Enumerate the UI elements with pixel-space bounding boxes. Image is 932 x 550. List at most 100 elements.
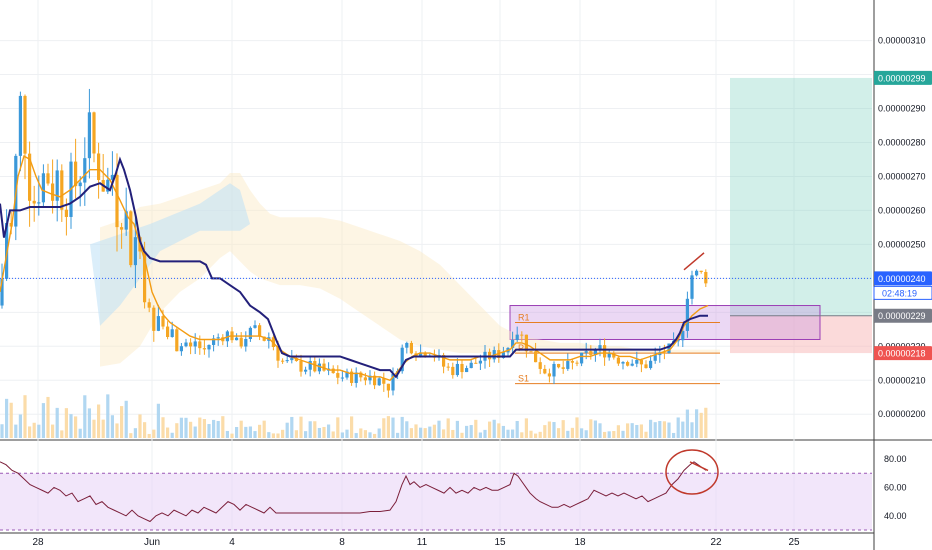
volume-bar <box>18 414 22 438</box>
volume-bar <box>695 409 699 438</box>
candle-body <box>593 350 597 355</box>
volume-bar <box>446 418 450 438</box>
volume-bar <box>276 433 280 438</box>
candle-body <box>598 345 602 351</box>
volume-bar <box>584 430 588 438</box>
volume-bar <box>244 426 248 438</box>
volume-bar <box>635 424 639 438</box>
candle-body <box>359 372 363 378</box>
volume-bar <box>83 395 87 438</box>
volume-bar <box>92 419 96 438</box>
volume-bar <box>41 403 45 438</box>
x-tick-label: 11 <box>417 537 428 548</box>
y-tick-label: 0.00000290 <box>878 104 926 114</box>
candle-body <box>630 363 634 366</box>
volume-bar <box>474 419 478 438</box>
rsi-band <box>0 473 872 530</box>
candle-body <box>377 378 381 386</box>
candle-body <box>317 363 321 372</box>
volume-bar <box>221 416 225 438</box>
volume-bar <box>442 429 446 438</box>
candle-body <box>0 278 4 306</box>
volume-bar <box>580 428 584 438</box>
volume-bar <box>193 426 197 438</box>
candle-body <box>46 173 50 184</box>
candle-body <box>212 338 216 345</box>
candle-body <box>580 352 584 364</box>
candle-body <box>285 360 289 362</box>
countdown-label: 02:48:19 <box>882 288 917 298</box>
candle-body <box>635 359 639 364</box>
volume-bar <box>469 425 473 438</box>
volume-bar <box>290 416 294 438</box>
volume-bar <box>603 431 607 438</box>
candle-body <box>276 347 280 361</box>
volume-bar <box>87 408 91 438</box>
volume-bar <box>51 424 55 438</box>
candle-body <box>290 358 294 361</box>
volume-bar <box>653 422 657 438</box>
candle-body <box>147 302 151 308</box>
candle-body <box>308 361 312 370</box>
volume-bar <box>382 418 386 438</box>
candle-body <box>92 112 96 154</box>
candle-body <box>685 298 689 331</box>
y-tick-label: 0.00000260 <box>878 205 926 215</box>
candle-body <box>115 174 119 228</box>
candle-body <box>336 373 340 378</box>
candle-body <box>350 371 354 383</box>
volume-bar <box>198 417 202 438</box>
volume-bar <box>699 412 703 438</box>
candle-body <box>373 375 377 386</box>
baseline-line <box>0 156 708 379</box>
candle-body <box>543 368 547 374</box>
volume-bar <box>598 423 602 438</box>
x-tick-label: 4 <box>229 537 235 548</box>
candle-body <box>589 351 593 355</box>
price-tag-label: 0.00000218 <box>878 349 926 359</box>
candle-body <box>258 325 262 337</box>
volume-bar <box>621 430 625 438</box>
candle-body <box>120 227 124 230</box>
volume-bar <box>97 404 101 438</box>
volume-bar <box>681 421 685 438</box>
volume-bar <box>317 427 321 438</box>
candle-body <box>446 366 450 368</box>
candle-body <box>419 352 423 357</box>
volume-bar <box>685 409 689 438</box>
candle-body <box>175 329 179 352</box>
volume-bar <box>607 431 611 438</box>
candle-body <box>603 345 607 358</box>
volume-bar <box>147 433 151 438</box>
price-tag-label: 0.00000299 <box>878 73 926 83</box>
candle-body <box>60 170 64 210</box>
volume-bar <box>101 419 105 438</box>
volume-bar <box>115 423 119 438</box>
x-tick-label: 25 <box>788 537 800 548</box>
stop-zone <box>730 315 872 354</box>
candle-body <box>515 334 519 341</box>
volume-bar <box>32 422 36 438</box>
volume-bar <box>248 426 252 438</box>
volume-bar <box>345 429 349 438</box>
volume-bar <box>515 420 519 438</box>
volume-bar <box>359 428 363 438</box>
candle-body <box>368 375 372 381</box>
price-pane-bg <box>0 0 872 438</box>
price-tag-box <box>874 70 932 85</box>
volume-bar <box>524 418 528 438</box>
candle-body <box>704 271 708 284</box>
volume-bar <box>74 416 78 438</box>
candle-body <box>363 377 367 381</box>
candle-body <box>129 211 133 266</box>
volume-bar <box>455 420 459 438</box>
volume-bar <box>212 419 216 438</box>
candle-body <box>193 341 197 347</box>
candle-body <box>299 361 303 372</box>
candle-body <box>695 270 699 276</box>
trend-annotation-line <box>683 252 705 271</box>
candle-body <box>511 340 515 348</box>
candle-body <box>474 362 478 364</box>
candle-body <box>690 275 694 299</box>
